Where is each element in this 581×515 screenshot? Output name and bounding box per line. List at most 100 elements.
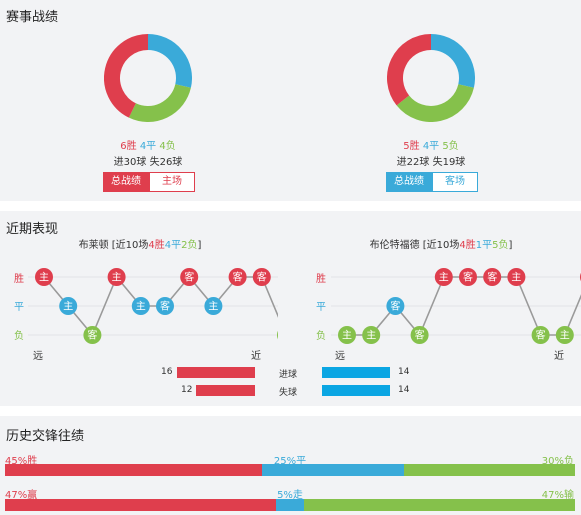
near-label-a: 近	[251, 351, 261, 362]
form-point	[180, 268, 199, 286]
far-label-b: 远	[335, 351, 345, 362]
team-b-conceded-bar	[322, 385, 390, 396]
form-point	[338, 326, 356, 344]
team-b-draws: 4平	[422, 141, 440, 152]
team-b-scored-bar	[322, 367, 390, 378]
team-b-form-chart: 主主客客主客客主客主客	[331, 268, 581, 344]
axis-loss-a: 负	[14, 331, 24, 342]
team-a-tabs: 总战绩 主场	[103, 172, 195, 192]
form-point	[434, 268, 453, 286]
history-handicap-push-pct: 5%走	[277, 490, 303, 501]
section-title-recent: 近期表现	[6, 222, 59, 237]
form-point-venue-label: 客	[415, 329, 425, 342]
form-point-venue-label: 主	[39, 272, 49, 284]
form-point-venue-label: 客	[257, 271, 267, 284]
form-point-venue-label: 主	[136, 301, 146, 313]
team-a-recent-header: 布莱顿 [近10场4胜4平2负]	[78, 240, 202, 251]
team-b-goals: 进22球 失19球	[396, 157, 466, 168]
form-point	[531, 326, 550, 344]
form-point	[507, 268, 526, 286]
team-b-wins: 5胜	[403, 141, 420, 152]
tab-overall-b[interactable]: 总战绩	[386, 172, 432, 192]
axis-win-a: 胜	[14, 274, 24, 285]
donut-slice-draw	[147, 34, 192, 88]
team-a-wins: 6胜	[120, 141, 137, 152]
team-a-losses: 4负	[159, 141, 176, 152]
team-b-losses: 5负	[442, 141, 459, 152]
form-point	[59, 297, 78, 315]
donut-slice-loss	[128, 83, 191, 122]
history-loss-segment	[404, 464, 575, 476]
section-title-history: 历史交锋往绩	[6, 429, 85, 444]
form-point	[131, 297, 150, 315]
team-b-conceded-value: 14	[398, 385, 410, 395]
team-a-goals: 进30球 失26球	[113, 157, 183, 168]
form-point-venue-label: 客	[487, 271, 497, 284]
team-a-donut	[104, 34, 192, 122]
axis-loss-b: 负	[316, 331, 326, 342]
donut-slice-loss	[396, 83, 474, 122]
history-handicap-push-segment	[275, 499, 305, 511]
team-b-donut	[387, 34, 475, 122]
team-a-conceded-bar	[196, 385, 255, 396]
form-point	[277, 330, 278, 340]
form-point-venue-label: 主	[439, 272, 449, 284]
form-point-venue-label: 主	[511, 272, 521, 284]
history-panel: 历史交锋往绩 45%胜 25%平 30%负 47%赢 5%走 47%输	[0, 416, 581, 515]
form-point	[555, 326, 574, 344]
near-label-b: 近	[554, 351, 564, 362]
form-point-venue-label: 主	[208, 301, 218, 313]
team-b-scored-value: 14	[398, 367, 410, 377]
history-win-segment	[5, 464, 262, 476]
team-a-conceded-value: 12	[181, 385, 193, 395]
history-handicap-win-pct: 47%赢	[5, 490, 38, 501]
team-b-recent-header: 布伦特福德 [近10场4胜1平5负]	[369, 240, 513, 251]
team-b-tabs: 总战绩 客场	[386, 172, 478, 192]
record-panel: 赛事战绩 6胜 4平 4负 进30球 失26球 总战绩 主场 5胜 4平 5负 …	[0, 0, 581, 201]
tab-away-b[interactable]: 客场	[432, 172, 478, 192]
far-label-a: 远	[33, 351, 43, 362]
team-b-record: 5胜 4平 5负	[403, 137, 459, 152]
team-a-scored-value: 16	[161, 367, 173, 377]
form-point-venue-label: 客	[390, 300, 400, 313]
form-point	[156, 297, 174, 315]
form-point	[483, 268, 502, 286]
form-point	[228, 268, 247, 286]
form-point-venue-label: 主	[112, 272, 122, 284]
history-draw-pct: 25%平	[273, 456, 307, 467]
form-point	[107, 268, 126, 286]
form-point-venue-label: 主	[366, 330, 376, 342]
form-point	[83, 326, 102, 344]
section-title-record: 赛事战绩	[6, 10, 59, 25]
history-win-pct: 45%胜	[5, 456, 38, 467]
team-a-record: 6胜 4平 4负	[120, 137, 176, 152]
recent-panel: 近期表现 布莱顿 [近10场4胜4平2负] 布伦特福德 [近10场4胜1平5负]…	[0, 211, 581, 406]
donut-slice-win	[104, 34, 149, 118]
scored-label: 进球	[279, 370, 298, 380]
axis-win-b: 胜	[316, 274, 326, 285]
history-loss-pct: 30%负	[541, 456, 574, 467]
team-a-form-chart: 主主客主主客客主客客客	[28, 268, 278, 344]
form-point-venue-label: 客	[536, 329, 546, 342]
team-a-scored-bar	[177, 367, 255, 378]
conceded-label: 失球	[279, 388, 298, 398]
history-handicap-loss-segment	[304, 499, 575, 511]
form-point	[459, 268, 477, 286]
donut-slice-win	[387, 34, 432, 106]
form-point-venue-label: 主	[63, 301, 73, 313]
donut-slice-draw	[430, 34, 475, 88]
tab-overall-a[interactable]: 总战绩	[103, 172, 149, 192]
form-point-venue-label: 主	[560, 330, 570, 342]
form-point-venue-label: 客	[463, 271, 473, 284]
form-point-venue-label: 客	[184, 271, 194, 284]
form-point	[252, 268, 271, 286]
axis-draw-b: 平	[316, 302, 326, 313]
form-point-venue-label: 客	[87, 329, 97, 342]
form-point	[386, 297, 405, 315]
history-handicap-win-segment	[5, 499, 276, 511]
history-handicap-bar	[5, 499, 575, 511]
axis-draw-a: 平	[14, 302, 24, 313]
form-point	[204, 297, 223, 315]
tab-home-a[interactable]: 主场	[149, 172, 195, 192]
form-point-venue-label: 客	[160, 300, 170, 313]
